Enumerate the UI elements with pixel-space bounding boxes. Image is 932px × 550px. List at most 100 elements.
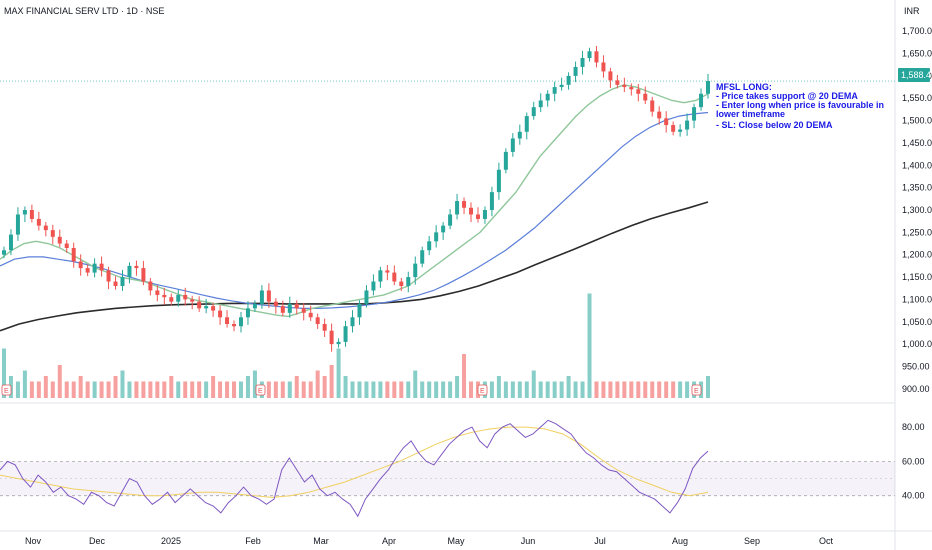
candle-body [99, 263, 104, 271]
candle-body [475, 214, 480, 219]
earnings-marker-label: E [4, 388, 9, 395]
price-tick-label: 900.00 [902, 384, 930, 394]
candle-body [57, 236, 62, 244]
price-tick-label: 1,050.00 [902, 317, 932, 327]
candle-body [559, 84, 564, 88]
candle-body [29, 210, 34, 219]
volume-bar [413, 370, 418, 398]
volume-bar [671, 381, 676, 398]
volume-bar [594, 381, 599, 398]
candle-body [78, 261, 83, 269]
note-line-3: - Enter long when price is favourable in [716, 100, 884, 110]
volume-bar [238, 381, 243, 398]
volume-bar [378, 381, 383, 398]
candle-body [371, 281, 376, 291]
ema20-line [0, 84, 709, 318]
volume-bar [294, 376, 299, 398]
volume-bar [343, 376, 348, 398]
volume-bar [36, 381, 41, 398]
volume-bar [211, 376, 216, 398]
rsi-tick-label: 80.00 [902, 422, 925, 432]
price-tick-label: 1,250.00 [902, 227, 932, 237]
candle-body [385, 270, 390, 273]
candle-body [406, 277, 411, 286]
candle-body [531, 107, 536, 117]
volume-bar [92, 381, 97, 398]
volume-bar [650, 381, 655, 398]
volume-bar [322, 376, 327, 398]
candle-body [489, 192, 494, 210]
volume-bar [364, 381, 369, 398]
volume-bar [301, 381, 306, 398]
candle-body [392, 272, 397, 282]
earnings-marker [477, 384, 488, 396]
note-line-2: - Price takes support @ 20 DEMA [716, 91, 858, 101]
candle-body [587, 51, 592, 58]
ema200-line [0, 201, 709, 332]
candle-body [315, 317, 320, 324]
candle-body [183, 294, 188, 300]
candle-body [664, 118, 669, 126]
volume-bars [2, 293, 710, 398]
volume-bar [510, 381, 515, 398]
time-tick-label: May [447, 536, 465, 546]
candle-body [545, 93, 550, 101]
volume-bar [496, 376, 501, 398]
volume-bar [462, 354, 467, 398]
volume-bar [197, 381, 202, 398]
volume-bar [29, 381, 34, 398]
candle-body [36, 218, 41, 226]
candle-body [413, 263, 418, 278]
volume-bar [545, 381, 550, 398]
volume-bar [406, 381, 411, 398]
candle-body [113, 281, 118, 286]
volume-bar [218, 381, 223, 398]
candle-body [287, 303, 292, 313]
candle-body [462, 201, 467, 208]
volume-bar [587, 293, 592, 398]
candle-body [608, 71, 613, 81]
candle-body [594, 51, 599, 63]
candle-body [71, 248, 76, 262]
time-tick-label: Jun [521, 536, 536, 546]
volume-bar [434, 381, 439, 398]
candle-body [141, 268, 146, 282]
note-line-4: lower timeframe [716, 109, 785, 119]
candle-body [650, 100, 655, 112]
volume-bar [64, 381, 69, 398]
volume-bar [455, 376, 460, 398]
volume-bar [245, 376, 250, 398]
candle-body [469, 207, 474, 215]
volume-bar [636, 381, 641, 398]
earnings-marker [1, 384, 12, 396]
candle-body [85, 268, 90, 273]
price-tick-label: 1,350.00 [902, 183, 932, 193]
candle-body [238, 317, 243, 327]
volume-bar [622, 381, 627, 398]
candle-body [225, 317, 230, 324]
price-tick-label: 1,650.00 [902, 49, 932, 59]
note-line-1: MFSL LONG: [716, 82, 772, 92]
currency-label: INR [904, 6, 920, 16]
candle-body [127, 265, 132, 278]
note-line-5: - SL: Close below 20 DEMA [716, 120, 833, 130]
price-tick-label: 1,500.00 [902, 116, 932, 126]
candle-body [106, 270, 111, 282]
candle-body [252, 303, 257, 309]
candle-body [573, 66, 578, 76]
volume-bar [127, 381, 132, 398]
candle-body [482, 210, 487, 219]
volume-bar [629, 381, 634, 398]
candle-body [455, 201, 460, 215]
candle-body [643, 93, 648, 101]
volume-bar [427, 381, 432, 398]
candle-body [162, 294, 167, 298]
candle-body [301, 308, 306, 313]
candle-body [678, 129, 683, 132]
volume-bar [350, 381, 355, 398]
candle-body [517, 131, 522, 139]
volume-bar [503, 381, 508, 398]
time-tick-label: Oct [819, 536, 834, 546]
volume-bar [266, 381, 271, 398]
